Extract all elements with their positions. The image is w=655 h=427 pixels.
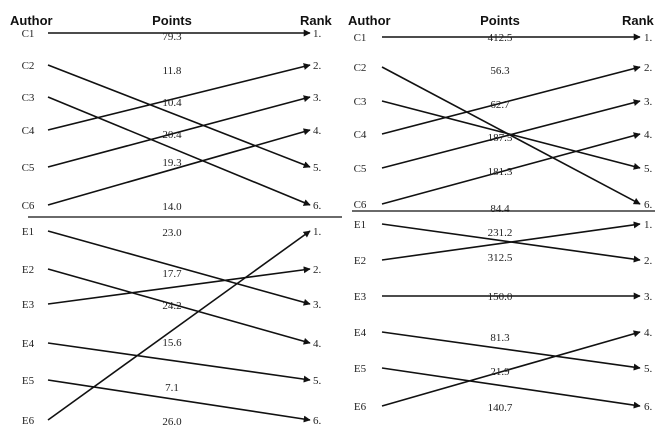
right-author-c2: C2	[354, 62, 367, 74]
right-points-c6: 84.4	[490, 203, 510, 215]
left-author-e2: E2	[22, 264, 34, 276]
left-author-e6: E6	[22, 415, 35, 427]
right-arrow-c2	[381, 66, 641, 205]
left-author-e1: E1	[22, 226, 34, 238]
left-arrow-e5	[47, 379, 311, 423]
right-arrow-c5	[381, 99, 641, 169]
left-author-c5: C5	[22, 162, 35, 174]
right-points-e3: 150.0	[488, 291, 513, 303]
left-rank-header: Rank	[300, 13, 333, 28]
left-arrow-c6	[47, 128, 311, 206]
right-rank-e-6: 6.	[644, 401, 653, 413]
left-points-c4: 20.4	[162, 129, 182, 141]
right-points-e2: 312.5	[488, 252, 513, 264]
left-arrow-c4	[47, 63, 311, 131]
left-points-header: Points	[152, 13, 192, 28]
left-rank-e-4: 4.	[313, 338, 322, 350]
right-author-e2: E2	[354, 255, 366, 267]
left-arrow-c2	[47, 64, 311, 168]
right-points-c5: 181.3	[488, 166, 513, 178]
left-author-e3: E3	[22, 299, 35, 311]
right-author-c1: C1	[354, 32, 367, 44]
left-author-c2: C2	[22, 60, 35, 72]
right-rank-header: Rank	[622, 13, 655, 28]
left-points-c1: 79.3	[162, 31, 182, 43]
right-author-e6: E6	[354, 401, 367, 413]
right-points-e4: 81.3	[490, 332, 510, 344]
right-author-e3: E3	[354, 291, 367, 303]
right-points-header: Points	[480, 13, 520, 28]
left-author-e4: E4	[22, 338, 35, 350]
left-points-e2: 17.7	[162, 268, 182, 280]
left-rank-e-1: 1.	[313, 226, 322, 238]
left-points-e6: 26.0	[162, 416, 182, 427]
right-arrow-c6	[381, 132, 641, 205]
left-rank-c-2: 2.	[313, 60, 322, 72]
left-rank-c-6: 6.	[313, 200, 322, 212]
right-points-e6: 140.7	[488, 402, 513, 414]
left-arrow-e4	[47, 342, 311, 383]
left-rank-c-5: 5.	[313, 162, 322, 174]
right-points-e1: 231.2	[488, 227, 513, 239]
right-author-e5: E5	[354, 363, 367, 375]
right-points-e5: 21.9	[490, 366, 510, 378]
right-rank-c-4: 4.	[644, 129, 653, 141]
left-rank-e-3: 3.	[313, 299, 322, 311]
left-points-c3: 10.4	[162, 97, 182, 109]
right-rank-c-2: 2.	[644, 62, 653, 74]
right-rank-c-5: 5.	[644, 163, 653, 175]
right-rank-e-2: 2.	[644, 255, 653, 267]
left-rank-e-6: 6.	[313, 415, 322, 427]
right-author-c5: C5	[354, 163, 367, 175]
left-points-e5: 7.1	[165, 382, 179, 394]
right-author-e4: E4	[354, 327, 367, 339]
right-points-c3: 62.7	[490, 99, 510, 111]
right-points-c4: 187.5	[488, 132, 513, 144]
right-rank-e-1: 1.	[644, 219, 653, 231]
left-author-c1: C1	[22, 28, 35, 40]
left-arrow-e2	[47, 268, 311, 345]
left-arrow-c5	[47, 95, 311, 168]
right-arrow-e6	[381, 330, 641, 407]
right-arrow-e5	[381, 367, 641, 409]
right-rank-e-4: 4.	[644, 327, 653, 339]
left-points-c2: 11.8	[163, 65, 182, 77]
right-rank-e-5: 5.	[644, 363, 653, 375]
left-rank-c-4: 4.	[313, 125, 322, 137]
right-author-e1: E1	[354, 219, 366, 231]
left-author-c6: C6	[22, 200, 35, 212]
left-arrow-e6	[47, 230, 311, 421]
left-author-c4: C4	[22, 125, 35, 137]
right-points-c1: 412.5	[488, 32, 513, 44]
right-arrow-e4	[381, 331, 641, 371]
left-author-e5: E5	[22, 375, 35, 387]
left-rank-e-5: 5.	[313, 375, 322, 387]
right-rank-c-3: 3.	[644, 96, 653, 108]
left-rank-c-1: 1.	[313, 28, 322, 40]
right-author-header: Author	[348, 13, 391, 28]
right-rank-c-6: 6.	[644, 199, 653, 211]
left-points-e3: 24.2	[162, 300, 181, 312]
right-author-c6: C6	[354, 199, 367, 211]
right-arrow-c4	[381, 65, 641, 135]
left-rank-e-2: 2.	[313, 264, 322, 276]
left-points-c6: 14.0	[162, 201, 182, 213]
right-author-c4: C4	[354, 129, 367, 141]
left-points-e4: 15.6	[162, 337, 182, 349]
left-author-header: Author	[10, 13, 53, 28]
right-rank-c-1: 1.	[644, 32, 653, 44]
left-points-e1: 23.0	[162, 227, 182, 239]
left-arrow-e1	[47, 230, 311, 306]
left-author-c3: C3	[22, 92, 35, 104]
right-arrow-e2	[381, 221, 641, 261]
right-rank-e-3: 3.	[644, 291, 653, 303]
left-arrow-e3	[47, 266, 311, 305]
right-author-c3: C3	[354, 96, 367, 108]
right-points-c2: 56.3	[490, 65, 510, 77]
left-points-c5: 19.3	[162, 157, 182, 169]
left-rank-c-3: 3.	[313, 92, 322, 104]
left-arrow-c3	[47, 96, 311, 206]
